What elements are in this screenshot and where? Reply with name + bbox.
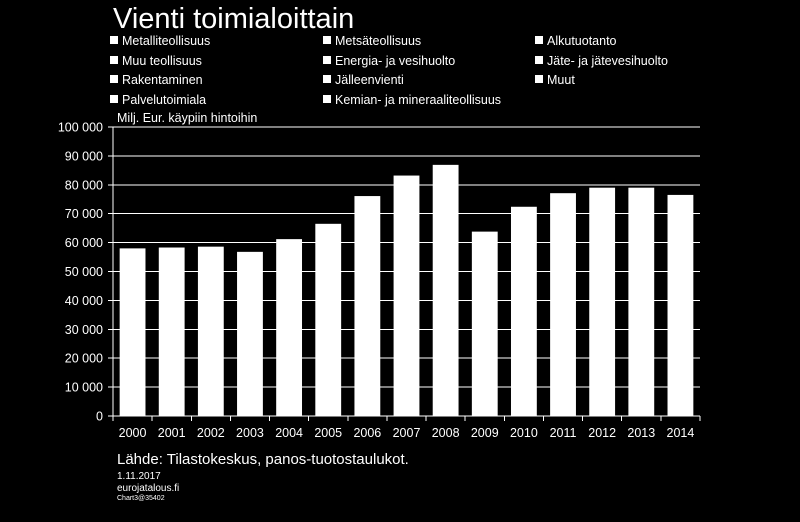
legend-swatch (110, 55, 118, 64)
legend-swatch (323, 75, 331, 83)
source-text: Lähde: Tilastokeskus, panos-tuotostauluk… (117, 451, 409, 468)
legend-label: Palvelutoimiala (122, 92, 207, 107)
date-text: 1.11.2017 (117, 471, 161, 482)
bar (119, 248, 146, 416)
y-tick-label: 20 000 (65, 352, 103, 366)
legend-item: Kemian- ja mineraaliteollisuus (323, 93, 501, 108)
legend-item: Metsäteollisuus (323, 34, 421, 49)
legend-item: Metalliteollisuus (110, 34, 210, 49)
y-tick-label: 80 000 (65, 178, 103, 192)
x-tick-label: 2014 (667, 426, 695, 440)
legend-item: Jälleenvienti (323, 73, 404, 88)
x-tick-label: 2007 (393, 426, 421, 440)
legend-label: Metalliteollisuus (122, 34, 211, 48)
legend-swatch (535, 36, 543, 44)
legend-swatch (110, 75, 118, 83)
legend-label: Alkutuotanto (547, 34, 617, 48)
y-tick-label: 0 (96, 410, 103, 424)
y-tick-label: 10 000 (65, 381, 103, 395)
bar (589, 187, 616, 416)
chart-id-text: Chart3@35402 (117, 495, 165, 502)
x-tick-label: 2013 (627, 426, 655, 440)
bar (315, 223, 342, 416)
bar (432, 164, 459, 416)
y-tick-label: 50 000 (65, 265, 103, 279)
y-tick-label: 70 000 (65, 207, 103, 221)
legend-item: Palvelutoimiala (110, 93, 206, 108)
x-tick-label: 2011 (550, 426, 577, 440)
x-tick-label: 2010 (510, 426, 538, 440)
site-text: eurojatalous.fi (117, 483, 180, 494)
y-axis-label: Milj. Eur. käypiin hintoihin (117, 111, 258, 125)
legend-label: Metsäteollisuus (335, 34, 422, 48)
legend-item: Energia- ja vesihuolto (323, 54, 455, 69)
legend-label: Muut (547, 73, 575, 87)
x-tick-label: 2003 (236, 426, 264, 440)
bar (237, 251, 263, 416)
legend-swatch (535, 55, 543, 64)
y-tick-label: 40 000 (65, 294, 103, 308)
x-tick-label: 2006 (353, 426, 381, 440)
legend-swatch (535, 75, 543, 83)
x-tick-label: 2004 (275, 426, 303, 440)
chart-title: Vienti toimialoittain (113, 3, 355, 35)
y-tick-label: 100 000 (58, 121, 103, 135)
legend-swatch (323, 94, 331, 103)
legend-item: Muu teollisuus (110, 54, 202, 69)
bar (276, 239, 303, 416)
bar (197, 246, 224, 416)
legend-label: Rakentaminen (122, 73, 203, 87)
legend-item: Muut (535, 73, 575, 88)
legend-label: Energia- ja vesihuolto (335, 53, 456, 68)
y-tick-label: 30 000 (65, 323, 103, 337)
legend-swatch (323, 55, 331, 64)
legend-swatch (323, 36, 331, 44)
bar (354, 196, 381, 416)
x-tick-label: 2000 (119, 426, 147, 440)
bar (628, 187, 655, 416)
y-tick-label: 60 000 (65, 236, 103, 250)
bar (471, 231, 498, 416)
bar (393, 175, 420, 416)
bar (158, 247, 185, 416)
legend-swatch (110, 94, 118, 103)
x-tick-label: 2008 (432, 426, 460, 440)
legend-swatch (110, 36, 118, 44)
legend-label: Muu teollisuus (122, 53, 202, 68)
x-tick-label: 2012 (588, 426, 616, 440)
y-tick-label: 90 000 (65, 149, 103, 163)
x-tick-label: 2005 (314, 426, 342, 440)
x-tick-label: 2001 (158, 426, 186, 440)
x-tick-label: 2002 (197, 426, 225, 440)
bar (510, 206, 537, 416)
legend-item: Jäte- ja jätevesihuolto (535, 54, 668, 69)
bar (550, 193, 576, 416)
legend-label: Jälleenvienti (335, 73, 404, 87)
legend-label: Jäte- ja jätevesihuolto (547, 53, 668, 68)
bar (667, 194, 694, 416)
legend-label: Kemian- ja mineraaliteollisuus (335, 92, 502, 107)
x-tick-label: 2009 (471, 426, 499, 440)
legend-item: Rakentaminen (110, 73, 203, 88)
legend-item: Alkutuotanto (535, 34, 617, 49)
